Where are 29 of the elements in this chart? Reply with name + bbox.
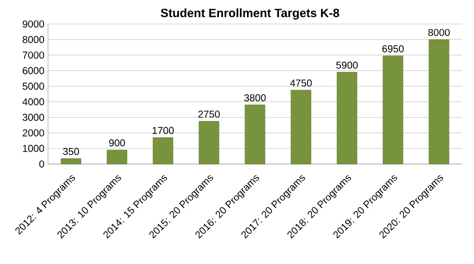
- y-tick-label: 8000: [22, 36, 44, 44]
- y-tick-label: 3000: [22, 114, 44, 121]
- y-tick-label: 6000: [22, 67, 44, 74]
- bar: [60, 158, 82, 164]
- bar: [152, 137, 174, 164]
- y-tick-label: 5000: [22, 82, 44, 90]
- bar: [244, 104, 266, 164]
- data-label: 5900: [336, 62, 358, 69]
- y-tick-label: 9000: [22, 20, 44, 28]
- bar: [290, 90, 312, 164]
- data-label: 3800: [244, 94, 266, 102]
- data-label: 350: [63, 148, 79, 156]
- data-label: 8000: [428, 28, 450, 36]
- y-tick-label: 4000: [22, 98, 44, 106]
- data-label: 1700: [152, 126, 174, 134]
- y-tick-label: 2000: [22, 129, 44, 136]
- bar: [106, 150, 128, 164]
- y-tick-label: 7000: [22, 52, 44, 59]
- data-label: 2750: [198, 110, 220, 118]
- bar: [336, 72, 358, 164]
- y-tick-label: 1000: [23, 144, 44, 152]
- chart-title: Student Enrollment Targets K-8: [160, 8, 340, 20]
- bar: [198, 121, 220, 164]
- bar: [382, 56, 404, 164]
- data-label: 900: [109, 139, 125, 146]
- data-label: 6950: [382, 45, 404, 52]
- bar: [428, 39, 450, 164]
- y-tick-label: 0: [39, 160, 44, 168]
- data-label: 4750: [290, 79, 312, 87]
